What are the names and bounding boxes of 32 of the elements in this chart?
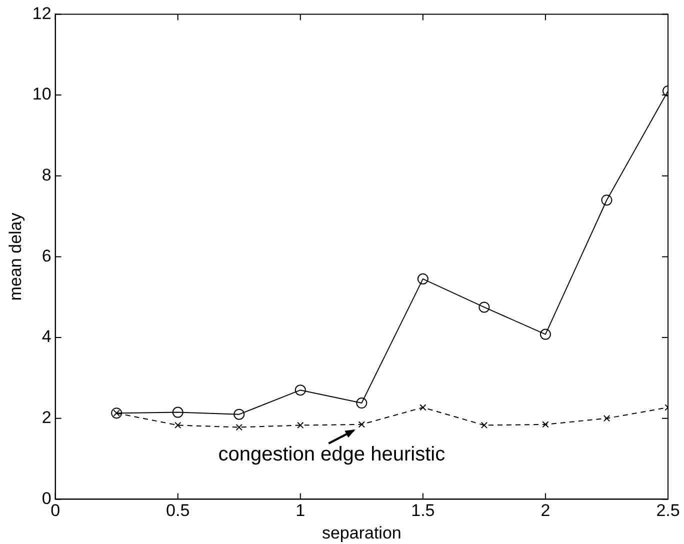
y-tick-label: 12 (32, 4, 52, 23)
y-tick-label: 4 (42, 327, 52, 346)
y-tick-label: 2 (42, 408, 52, 428)
point (601, 194, 612, 206)
point (356, 398, 368, 409)
annotation: congestion edge heuristic (218, 443, 446, 466)
y-tick-label: 0 (42, 488, 52, 508)
x-tick-label: 1 (296, 501, 306, 520)
point (111, 408, 122, 419)
point (603, 415, 610, 422)
point (234, 408, 245, 420)
point (480, 422, 488, 429)
y-tick-label: 10 (32, 84, 52, 104)
point (236, 424, 242, 431)
point (540, 328, 551, 340)
x-axis-title: separation (322, 523, 402, 542)
y-axis-title: mean delay (6, 212, 25, 301)
x-tick-label: 0.5 (166, 501, 190, 520)
point (172, 406, 184, 418)
point (294, 384, 306, 396)
x-tick-label: 2.5 (656, 501, 680, 520)
point (420, 404, 426, 411)
y-tick-label: 8 (42, 166, 52, 185)
point (174, 422, 182, 429)
y-tick-label: 6 (42, 246, 52, 266)
point (297, 422, 304, 429)
point (358, 421, 365, 428)
x-tick-label: 2 (540, 501, 550, 520)
point (542, 421, 549, 428)
x-tick-label: 1.5 (411, 501, 435, 520)
point (478, 302, 490, 313)
point (417, 273, 428, 284)
